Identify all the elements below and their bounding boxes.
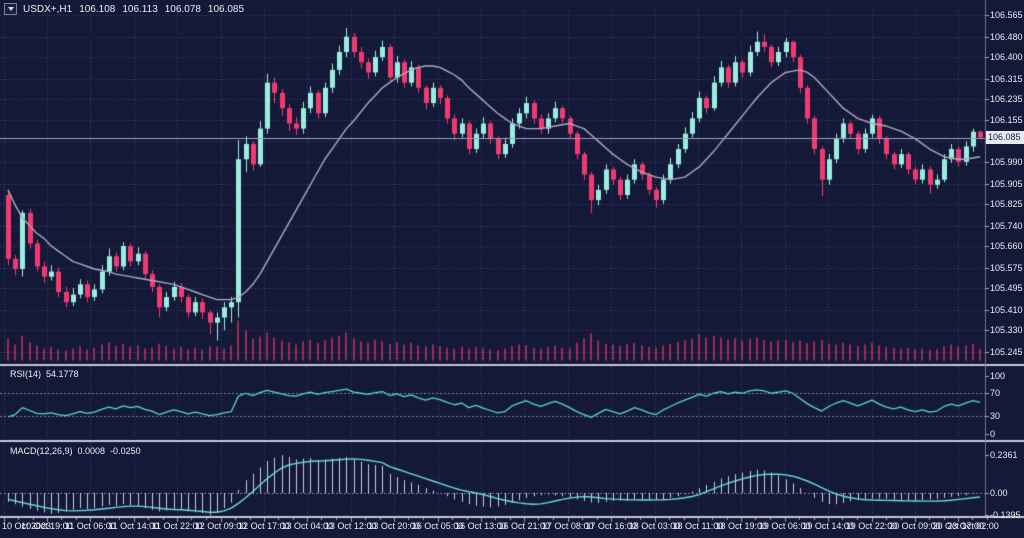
time-axis-label: 17 Oct 08:00	[541, 521, 594, 531]
time-axis-label: 10 Oct 2023	[2, 521, 52, 531]
price-axis-label: 106.315	[990, 73, 1023, 84]
time-axis-label: 16 Oct 05:00	[411, 521, 464, 531]
time-axis-label: 18 Oct 19:00	[715, 521, 768, 531]
time-axis-label: 19 Oct 14:00	[802, 521, 854, 531]
time-axis-label: 18 Oct 11:00	[672, 521, 724, 531]
price-axis-label: 105.740	[990, 220, 1023, 231]
time-axis-label: 10 Oct 19:00	[21, 521, 73, 531]
time-axis-label: 11 Oct 22:00	[151, 521, 203, 531]
time-axis-label: 18 Oct 03:00	[628, 521, 681, 531]
ohlc-open: 106.108	[79, 3, 116, 15]
macd-value: 0.0008	[77, 446, 106, 456]
ohlc-high: 106.113	[122, 3, 158, 15]
time-axis-label: 17 Oct 16:00	[585, 521, 637, 531]
macd-scale-label: -0.1395	[990, 510, 1021, 521]
price-axis-label: 106.235	[990, 94, 1023, 105]
macd-scale-label: 0.00	[990, 488, 1008, 498]
time-axis-label: 11 Oct 06:00	[64, 521, 116, 531]
price-axis-label: 105.330	[990, 325, 1023, 336]
time-axis-label: 13 Oct 12:00	[324, 521, 377, 531]
rsi-value: 54.1778	[46, 369, 79, 379]
ohlc-low: 106.078	[164, 3, 201, 15]
rsi-scale-label: 100	[990, 371, 1006, 381]
price-axis-label: 105.825	[990, 198, 1023, 209]
price-axis-label: 105.575	[990, 262, 1023, 273]
current-price-badge: 106.085	[986, 131, 1024, 145]
rsi-name: RSI(14)	[10, 369, 42, 379]
time-axis-label: 20 Oct 17:00	[932, 521, 985, 531]
time-axis-label: 12 Oct 17:00	[238, 521, 290, 531]
time-axis-label: 13 Oct 20:00	[368, 521, 420, 531]
price-axis-label: 105.660	[990, 241, 1023, 252]
time-axis-label: 23 Oct 02:00	[947, 521, 999, 531]
price-axis-label: 105.245	[990, 347, 1023, 357]
rsi-scale-label: 0	[990, 428, 996, 439]
price-axis-label: 105.495	[990, 283, 1023, 294]
symbol-period-label: USDX+,H1	[23, 3, 73, 15]
time-axis-label: 20 Oct 09:00	[889, 521, 941, 531]
time-axis-label: 11 Oct 14:00	[108, 521, 160, 531]
macd-signal-value: -0.0250	[110, 446, 141, 456]
time-axis-label: 19 Oct 06:00	[758, 521, 811, 531]
price-axis-label: 106.565	[990, 10, 1023, 20]
price-axis-label: 105.410	[990, 304, 1023, 315]
time-axis-label: 16 Oct 21:00	[498, 521, 551, 531]
ohlc-close: 106.085	[207, 3, 245, 15]
rsi-indicator-label: RSI(14) 54.1778	[10, 369, 84, 379]
current-price-value: 106.085	[988, 132, 1021, 143]
time-axis-label: 12 Oct 09:00	[194, 521, 247, 531]
chart-title: USDX+,H1 106.108 106.113 106.078 106.085	[4, 3, 244, 15]
price-axis-label: 105.990	[990, 156, 1023, 167]
macd-name: MACD(12,26,9)	[10, 446, 73, 456]
symbol-dropdown-icon[interactable]	[4, 3, 17, 15]
macd-scale-label: 0.2361	[990, 450, 1018, 461]
time-axis-label: 16 Oct 13:00	[455, 521, 507, 531]
price-axis-label: 106.400	[990, 52, 1023, 63]
price-axis-label: 106.155	[990, 114, 1023, 125]
rsi-scale-label: 30	[990, 411, 1001, 422]
rsi-scale-label: 70	[990, 388, 1001, 399]
price-axis-label: 105.905	[990, 178, 1023, 189]
macd-indicator-label: MACD(12,26,9) 0.0008 -0.0250	[10, 446, 146, 456]
time-axis-label: 13 Oct 04:00	[281, 521, 334, 531]
time-axis-label: 19 Oct 22:00	[845, 521, 898, 531]
price-axis-label: 106.480	[990, 31, 1023, 42]
